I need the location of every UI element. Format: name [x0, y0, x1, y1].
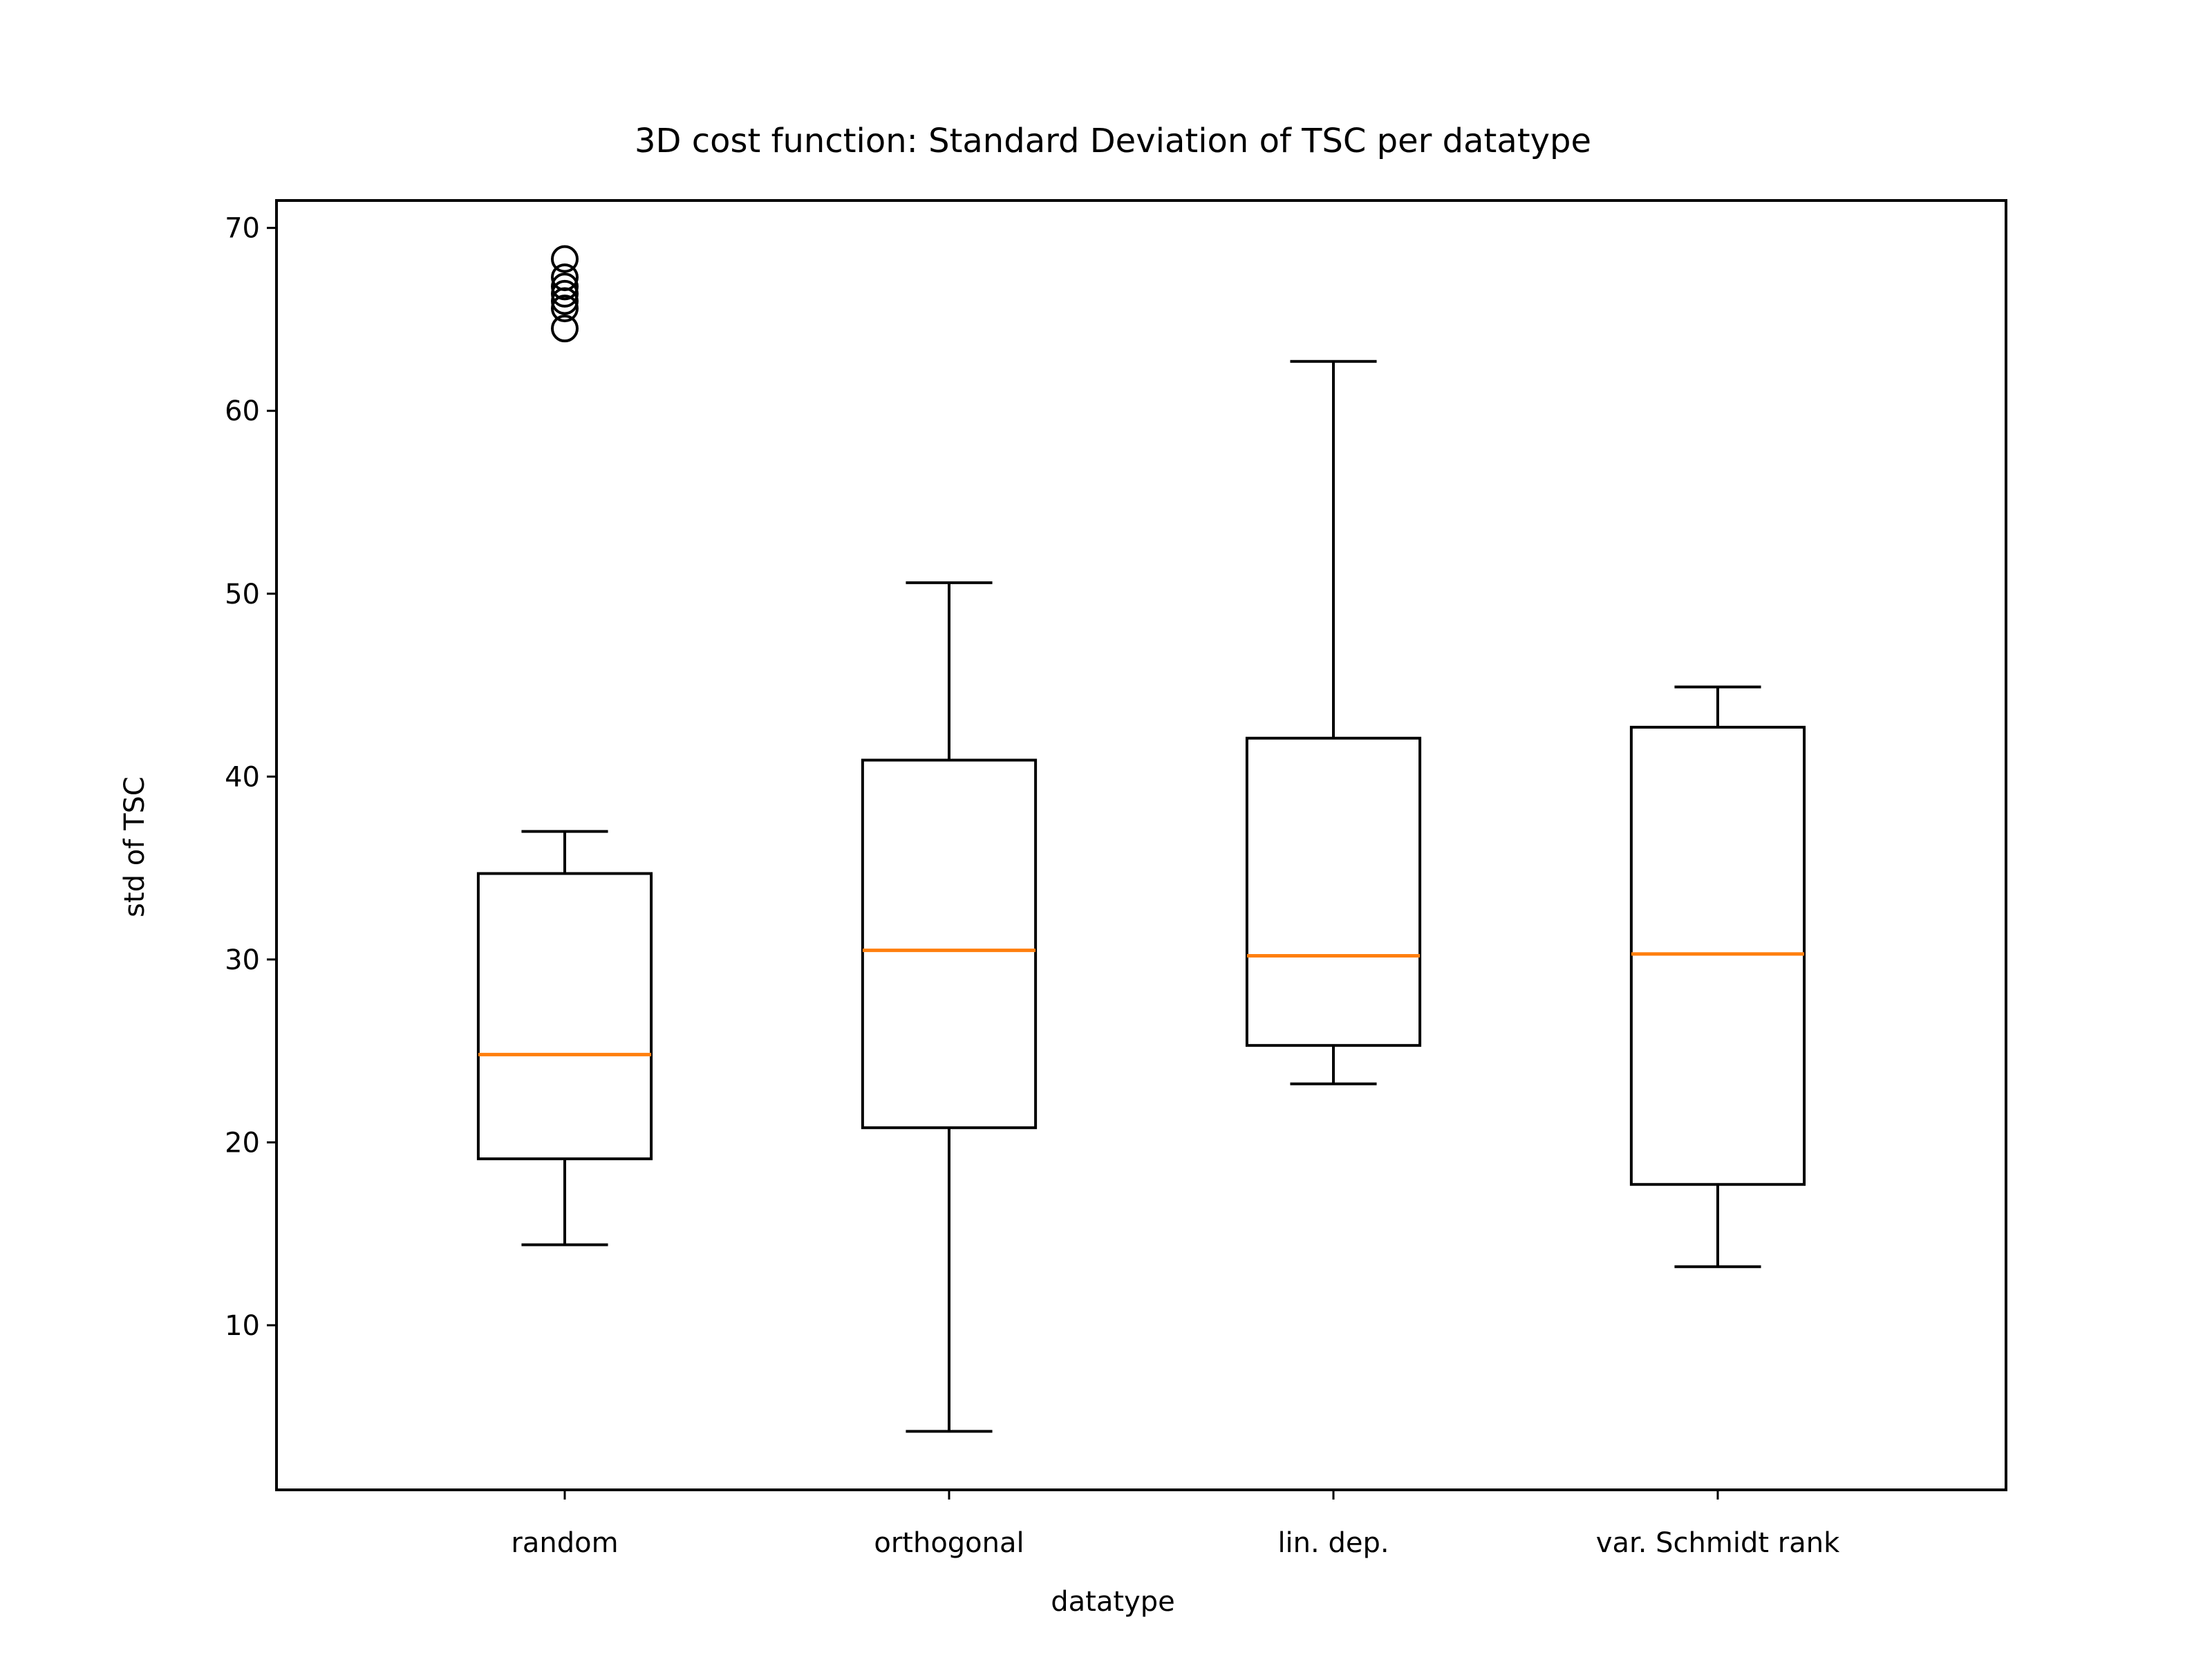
outlier-point — [551, 272, 579, 301]
outlier-point — [551, 295, 579, 323]
y-tick-label: 20 — [225, 1127, 260, 1159]
plot-area: 10 20 30 40 50 60 70 random orthogonal lin. dep. v… — [225, 213, 1840, 1559]
iqr-box — [476, 872, 653, 1161]
outlier-point — [551, 279, 579, 308]
outlier-point — [551, 245, 579, 273]
outlier-point — [551, 315, 579, 343]
y-tick-label: 10 — [225, 1310, 260, 1342]
x-tick-label: random — [511, 1527, 618, 1559]
x-tick-label: lin. dep. — [1277, 1527, 1389, 1559]
x-axis-label: datatype — [1051, 1586, 1174, 1618]
y-axis-label: std of TSC — [119, 776, 151, 917]
chart-title: 3D cost function: Standard Deviation of … — [635, 122, 1591, 160]
x-tick-label: orthogonal — [874, 1527, 1024, 1559]
iqr-box — [1245, 736, 1422, 1047]
axes-frame — [275, 199, 2007, 1491]
y-tick-label: 70 — [225, 213, 260, 245]
y-tick-label: 60 — [225, 395, 260, 427]
x-tick-label: var. Schmidt rank — [1596, 1527, 1840, 1559]
y-tick-label: 30 — [225, 944, 260, 976]
y-tick-label: 50 — [225, 579, 260, 610]
iqr-box — [1629, 725, 1806, 1186]
iqr-box — [861, 758, 1038, 1130]
y-tick-label: 40 — [225, 761, 260, 793]
outlier-point — [551, 263, 579, 292]
